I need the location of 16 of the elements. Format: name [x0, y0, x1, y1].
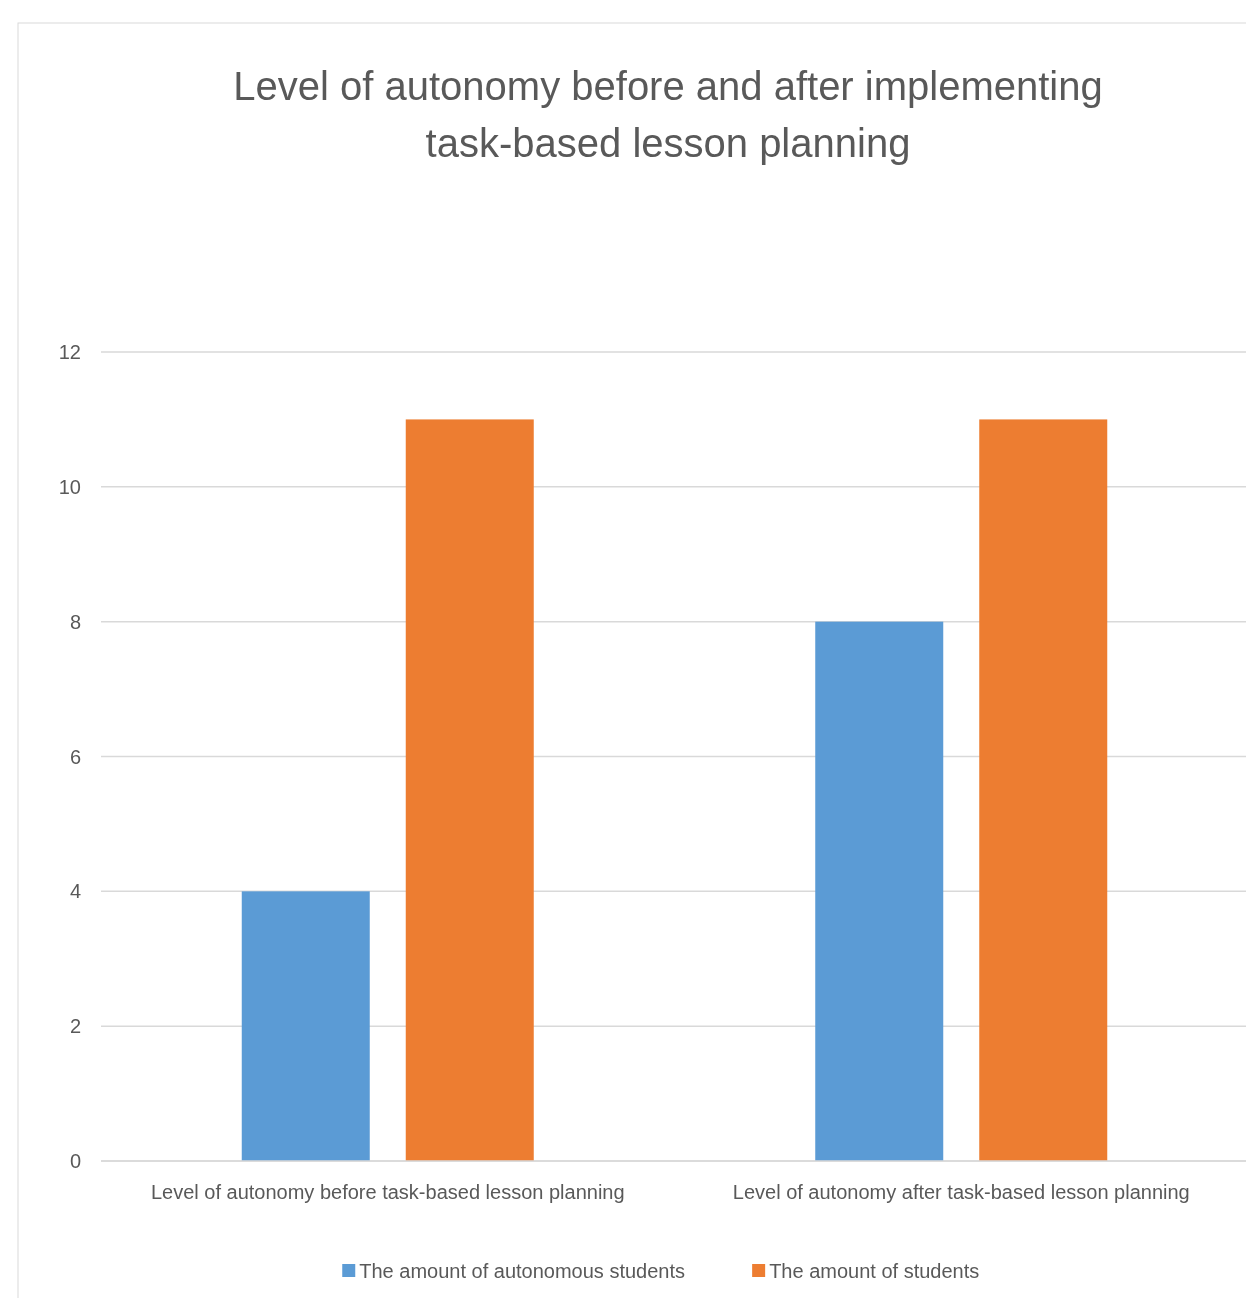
x-tick-label: Level of autonomy after task-based lesson planning — [732, 1181, 1190, 1203]
y-tick-label: 10 — [58, 475, 81, 498]
y-tick-label: 6 — [69, 745, 81, 768]
legend-label: The amount of autonomous students — [359, 1260, 686, 1282]
y-tick-label: 4 — [69, 880, 81, 903]
y-tick-label: 2 — [69, 1015, 81, 1038]
y-tick-label: 8 — [69, 610, 81, 633]
bar — [241, 891, 370, 1161]
bar — [979, 419, 1108, 1161]
chart-title: Level of autonomy before and after implementing task-based lesson planning — [233, 64, 1103, 165]
x-tick-label: Level of autonomy before task-based lesson planning — [150, 1181, 625, 1203]
y-tick-label: 12 — [58, 341, 81, 363]
bar — [815, 621, 944, 1161]
bar — [405, 419, 534, 1161]
legend-label: The amount of students — [769, 1260, 980, 1282]
y-tick-label: 0 — [69, 1150, 81, 1172]
